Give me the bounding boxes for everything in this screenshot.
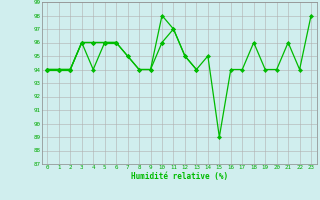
X-axis label: Humidité relative (%): Humidité relative (%) [131, 172, 228, 181]
